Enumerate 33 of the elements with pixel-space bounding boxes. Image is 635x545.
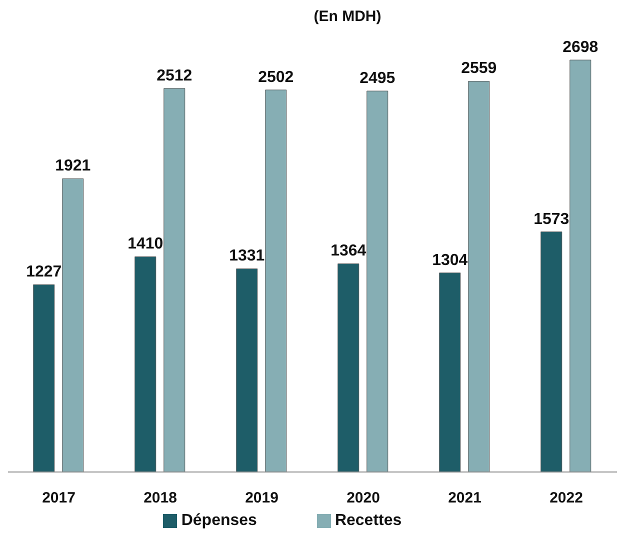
bar [236,268,258,472]
data-label: 2698 [562,39,598,56]
x-tick-label: 2020 [346,490,380,507]
x-tick-label: 2017 [42,490,76,507]
bar [439,272,461,472]
legend-label: Dépenses [181,512,257,529]
bar [33,284,55,472]
bar [134,256,156,472]
chart-title: (En MDH) [312,8,382,27]
bar [164,88,186,472]
data-label: 2502 [258,68,294,86]
x-tick-label: 2021 [448,490,482,507]
data-label: 1227 [26,264,62,281]
data-label: 1410 [128,236,164,253]
data-label: 1304 [432,252,468,269]
bar [366,90,388,472]
data-label: 1921 [55,158,91,175]
x-tick-label: 2022 [550,490,583,507]
data-label: 2559 [461,60,497,78]
data-label: 2495 [360,70,396,87]
bar [468,80,490,472]
x-tick-label: 2018 [144,490,177,507]
data-label: 1331 [229,248,265,265]
data-label: 2512 [156,67,192,84]
bar [62,178,84,472]
bar [265,90,287,472]
x-tick-label: 2019 [245,490,278,507]
legend-label: Recettes [334,512,402,529]
bar [338,263,360,472]
bar [570,60,592,472]
data-label: 1573 [534,210,570,228]
data-label: 1364 [330,242,366,260]
bar [540,232,562,472]
